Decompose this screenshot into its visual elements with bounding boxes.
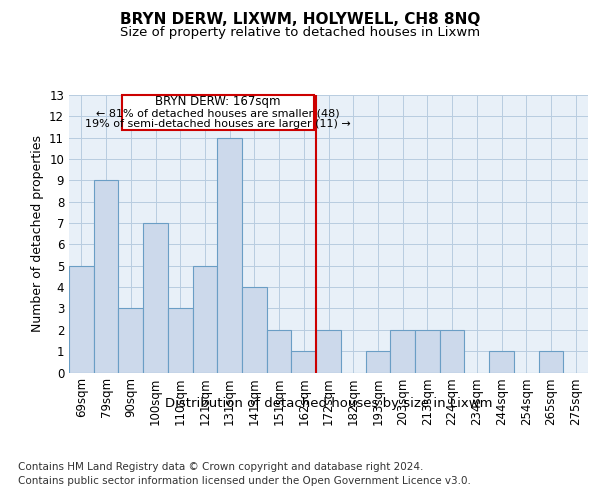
Bar	[390, 330, 415, 372]
Text: Contains public sector information licensed under the Open Government Licence v3: Contains public sector information licen…	[18, 476, 471, 486]
Bar	[242, 287, 267, 372]
Bar	[415, 330, 440, 372]
Text: ← 81% of detached houses are smaller (48): ← 81% of detached houses are smaller (48…	[97, 108, 340, 118]
Bar	[292, 351, 316, 372]
Bar	[217, 138, 242, 372]
Y-axis label: Number of detached properties: Number of detached properties	[31, 135, 44, 332]
Text: Distribution of detached houses by size in Lixwm: Distribution of detached houses by size …	[165, 398, 493, 410]
Bar	[440, 330, 464, 372]
Bar	[539, 351, 563, 372]
Bar	[94, 180, 118, 372]
Bar	[122, 94, 314, 130]
Bar	[143, 223, 168, 372]
Text: 19% of semi-detached houses are larger (11) →: 19% of semi-detached houses are larger (…	[85, 120, 351, 130]
Text: Size of property relative to detached houses in Lixwm: Size of property relative to detached ho…	[120, 26, 480, 39]
Text: BRYN DERW: 167sqm: BRYN DERW: 167sqm	[155, 96, 281, 108]
Bar	[489, 351, 514, 372]
Text: BRYN DERW, LIXWM, HOLYWELL, CH8 8NQ: BRYN DERW, LIXWM, HOLYWELL, CH8 8NQ	[120, 12, 480, 28]
Bar	[168, 308, 193, 372]
Bar	[118, 308, 143, 372]
Bar	[193, 266, 217, 372]
Bar	[267, 330, 292, 372]
Bar	[365, 351, 390, 372]
Text: Contains HM Land Registry data © Crown copyright and database right 2024.: Contains HM Land Registry data © Crown c…	[18, 462, 424, 472]
Bar	[316, 330, 341, 372]
Bar	[69, 266, 94, 372]
